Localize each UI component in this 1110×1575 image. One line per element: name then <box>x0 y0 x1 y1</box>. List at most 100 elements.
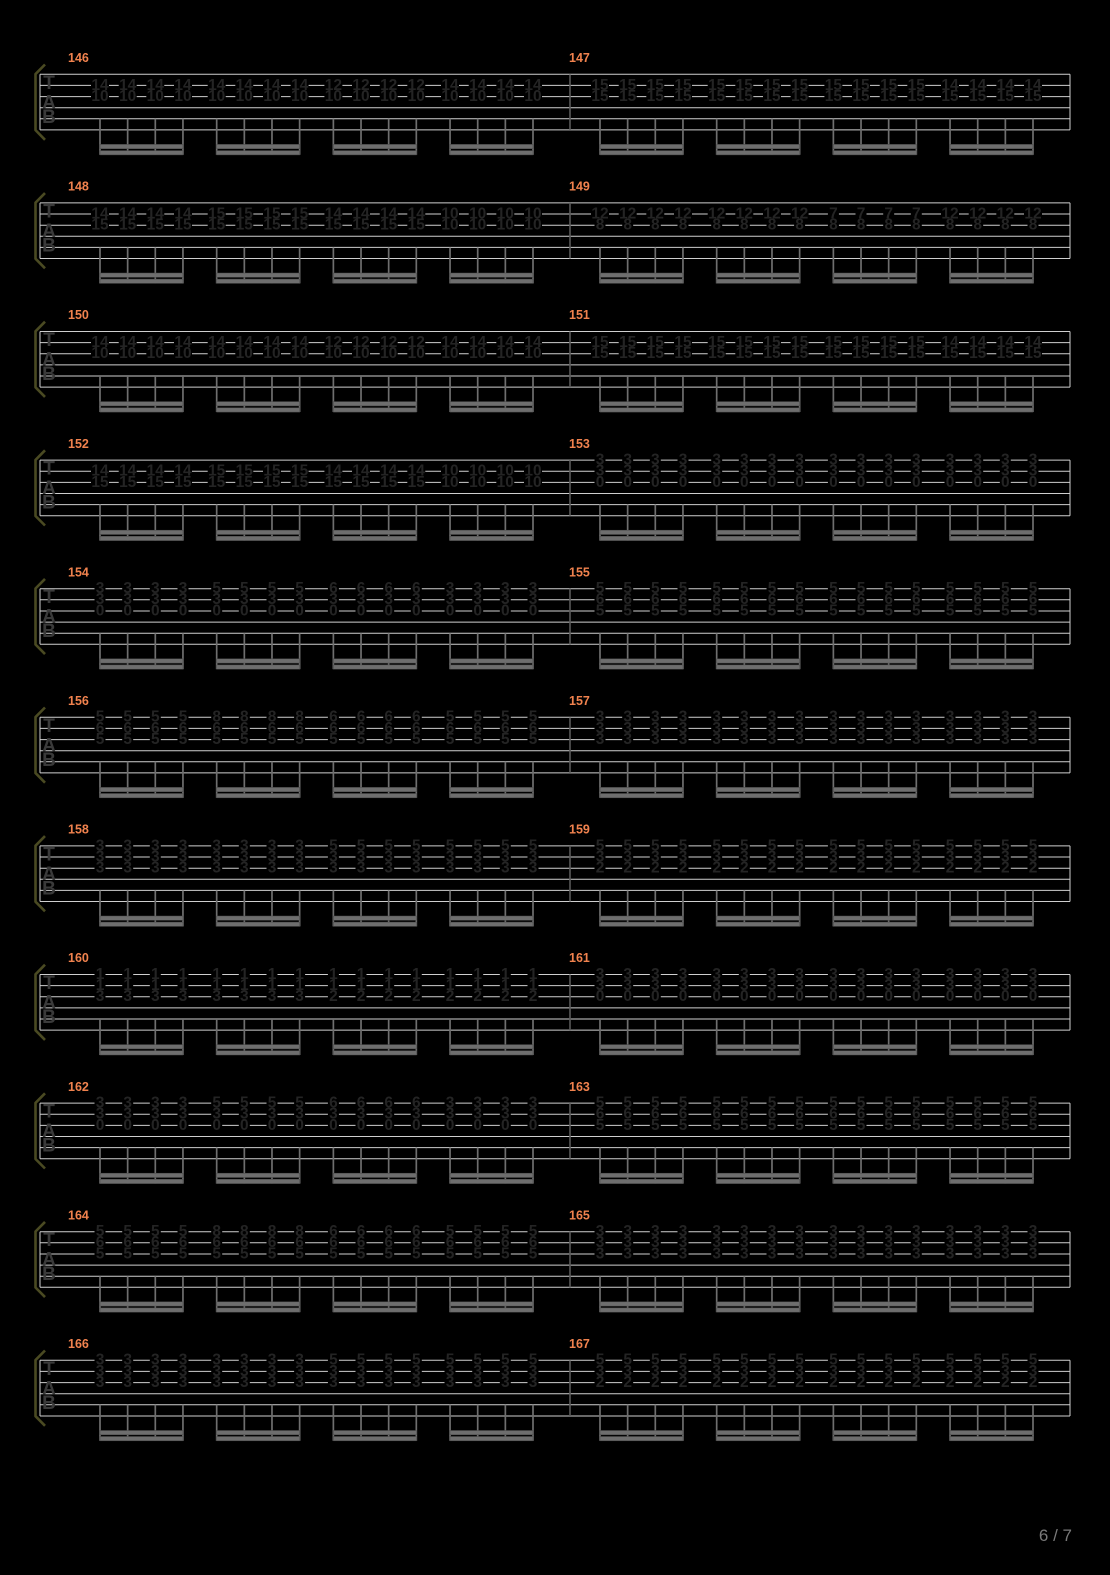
svg-text:2: 2 <box>329 988 338 1005</box>
svg-text:5: 5 <box>473 731 482 748</box>
svg-text:0: 0 <box>857 988 866 1005</box>
svg-text:0: 0 <box>529 1117 538 1134</box>
svg-text:T: T <box>43 716 55 737</box>
svg-text:15: 15 <box>908 88 926 105</box>
svg-text:15: 15 <box>852 345 870 362</box>
svg-text:15: 15 <box>147 474 165 491</box>
svg-text:0: 0 <box>501 1117 510 1134</box>
svg-text:3: 3 <box>884 1245 893 1262</box>
svg-text:3: 3 <box>679 1245 688 1262</box>
svg-text:15: 15 <box>1024 88 1042 105</box>
svg-text:15: 15 <box>174 474 192 491</box>
svg-text:3: 3 <box>384 1374 393 1391</box>
svg-text:8: 8 <box>973 217 982 234</box>
svg-text:0: 0 <box>446 602 455 619</box>
svg-text:10: 10 <box>147 88 164 105</box>
svg-text:5: 5 <box>946 1117 955 1134</box>
svg-text:5: 5 <box>179 731 188 748</box>
svg-text:0: 0 <box>712 474 721 491</box>
svg-text:0: 0 <box>151 1117 160 1134</box>
svg-text:15: 15 <box>969 345 987 362</box>
svg-text:B: B <box>42 1136 56 1157</box>
svg-text:10: 10 <box>408 345 425 362</box>
svg-text:8: 8 <box>1001 217 1010 234</box>
svg-text:B: B <box>42 1007 56 1028</box>
svg-text:146: 146 <box>68 51 89 65</box>
svg-text:15: 15 <box>291 217 309 234</box>
svg-text:0: 0 <box>295 602 304 619</box>
svg-text:5: 5 <box>473 1245 482 1262</box>
svg-text:T: T <box>43 459 55 480</box>
svg-text:5: 5 <box>151 1245 160 1262</box>
svg-text:3: 3 <box>212 1374 221 1391</box>
svg-text:T: T <box>43 73 55 94</box>
svg-text:10: 10 <box>147 345 164 362</box>
svg-text:15: 15 <box>91 217 109 234</box>
svg-text:15: 15 <box>325 474 343 491</box>
svg-text:5: 5 <box>596 602 605 619</box>
svg-text:3: 3 <box>446 1374 455 1391</box>
svg-text:5: 5 <box>295 731 304 748</box>
svg-text:3: 3 <box>412 1374 421 1391</box>
svg-text:2: 2 <box>679 1374 688 1391</box>
svg-text:0: 0 <box>740 988 749 1005</box>
svg-text:5: 5 <box>268 1245 277 1262</box>
svg-text:15: 15 <box>791 345 809 362</box>
svg-text:3: 3 <box>768 1245 777 1262</box>
svg-text:3: 3 <box>829 1245 838 1262</box>
svg-text:2: 2 <box>795 1374 804 1391</box>
svg-text:3: 3 <box>212 860 221 877</box>
svg-text:5: 5 <box>329 731 338 748</box>
svg-text:8: 8 <box>651 217 660 234</box>
svg-text:0: 0 <box>651 474 660 491</box>
svg-text:163: 163 <box>569 1080 590 1094</box>
svg-text:8: 8 <box>768 217 777 234</box>
svg-text:10: 10 <box>208 88 225 105</box>
svg-text:2: 2 <box>679 860 688 877</box>
svg-text:2: 2 <box>384 988 393 1005</box>
svg-text:2: 2 <box>973 860 982 877</box>
svg-text:15: 15 <box>674 88 692 105</box>
svg-text:5: 5 <box>857 602 866 619</box>
svg-text:10: 10 <box>497 345 514 362</box>
svg-text:0: 0 <box>529 602 538 619</box>
svg-text:10: 10 <box>524 474 541 491</box>
svg-text:2: 2 <box>446 988 455 1005</box>
svg-text:5: 5 <box>212 731 221 748</box>
svg-text:15: 15 <box>674 345 692 362</box>
svg-text:15: 15 <box>591 88 609 105</box>
svg-text:8: 8 <box>679 217 688 234</box>
svg-text:3: 3 <box>596 731 605 748</box>
svg-text:5: 5 <box>123 1245 132 1262</box>
svg-text:15: 15 <box>263 474 281 491</box>
svg-text:157: 157 <box>569 694 590 708</box>
svg-text:10: 10 <box>236 345 253 362</box>
svg-text:10: 10 <box>524 88 541 105</box>
svg-text:10: 10 <box>325 88 342 105</box>
svg-text:15: 15 <box>619 88 637 105</box>
svg-text:2: 2 <box>623 860 632 877</box>
svg-text:3: 3 <box>179 988 188 1005</box>
svg-text:0: 0 <box>179 602 188 619</box>
svg-text:3: 3 <box>501 860 510 877</box>
svg-text:10: 10 <box>497 88 514 105</box>
svg-text:155: 155 <box>569 565 590 579</box>
svg-text:2: 2 <box>357 988 366 1005</box>
svg-text:5: 5 <box>240 731 249 748</box>
svg-text:5: 5 <box>973 1117 982 1134</box>
svg-text:15: 15 <box>147 217 165 234</box>
svg-text:3: 3 <box>473 1374 482 1391</box>
svg-text:B: B <box>42 621 56 642</box>
svg-text:3: 3 <box>295 860 304 877</box>
svg-text:2: 2 <box>473 988 482 1005</box>
svg-text:3: 3 <box>651 1245 660 1262</box>
svg-text:10: 10 <box>380 345 397 362</box>
svg-text:B: B <box>42 878 56 899</box>
svg-text:5: 5 <box>240 1245 249 1262</box>
svg-text:149: 149 <box>569 180 590 194</box>
svg-text:0: 0 <box>240 602 249 619</box>
svg-text:B: B <box>42 235 56 256</box>
svg-text:10: 10 <box>236 88 253 105</box>
svg-text:T: T <box>43 201 55 222</box>
svg-text:T: T <box>43 587 55 608</box>
